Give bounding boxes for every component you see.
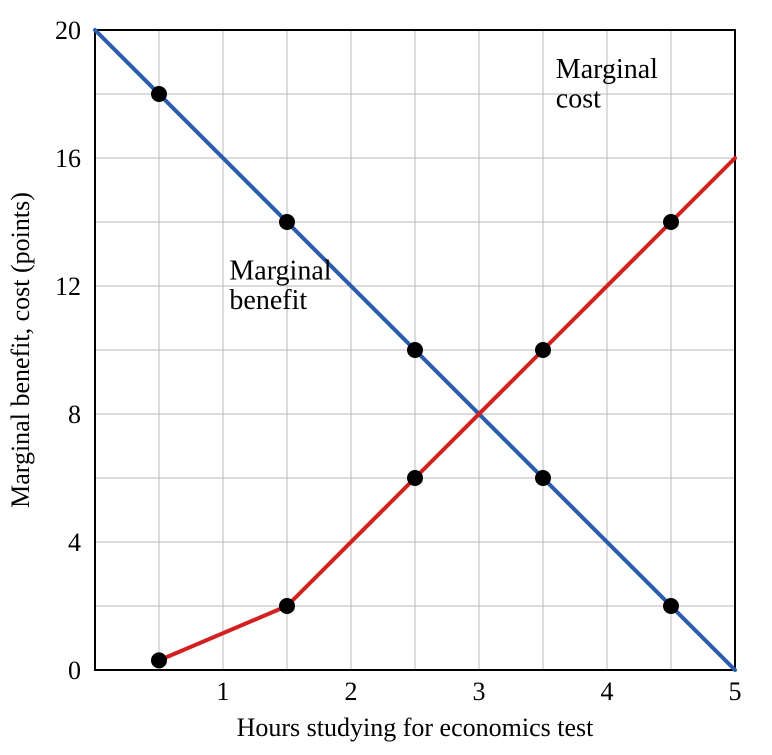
series-marker-marginal_benefit [407, 342, 423, 358]
x-axis-label: Hours studying for economics test [237, 713, 595, 742]
x-tick-label: 3 [473, 677, 486, 706]
series-marker-marginal_cost [279, 598, 295, 614]
chart-container: MarginalbenefitMarginalcost1234504812162… [0, 0, 772, 755]
series-marker-marginal_benefit [151, 86, 167, 102]
series-marker-marginal_cost [535, 342, 551, 358]
x-tick-label: 2 [345, 677, 358, 706]
series-marker-marginal_cost [663, 214, 679, 230]
y-tick-label: 16 [55, 144, 81, 173]
series-marker-marginal_cost [407, 470, 423, 486]
series-marker-marginal_benefit [535, 470, 551, 486]
x-tick-label: 4 [601, 677, 614, 706]
y-axis-label: Marginal benefit, cost (points) [6, 192, 35, 508]
y-tick-label: 0 [68, 656, 81, 685]
y-tick-label: 20 [55, 16, 81, 45]
x-tick-label: 1 [217, 677, 230, 706]
series-marker-marginal_cost [151, 652, 167, 668]
y-tick-label: 12 [55, 272, 81, 301]
chart-svg: MarginalbenefitMarginalcost1234504812162… [0, 0, 772, 755]
x-tick-label: 5 [729, 677, 742, 706]
series-marker-marginal_benefit [663, 598, 679, 614]
chart-background [0, 0, 772, 755]
y-tick-label: 8 [68, 400, 81, 429]
series-marker-marginal_benefit [279, 214, 295, 230]
y-tick-label: 4 [68, 528, 81, 557]
